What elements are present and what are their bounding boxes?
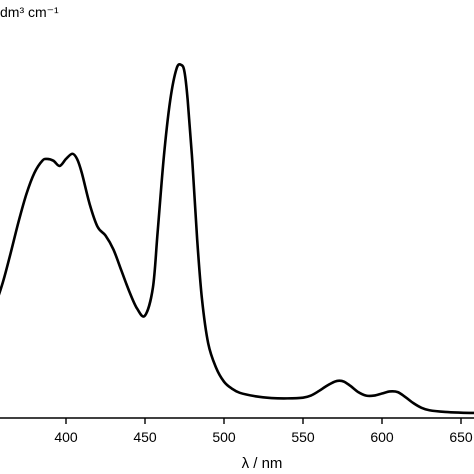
x-tick-label: 550: [291, 429, 315, 445]
x-tick-label: 650: [449, 429, 473, 445]
x-tick-label: 450: [133, 429, 157, 445]
series-layer: [0, 63, 474, 415]
x-tick-label: 400: [54, 429, 78, 445]
x-axis-title: λ / nm: [242, 455, 283, 472]
x-tick-label: 600: [370, 429, 394, 445]
x-ticks: 400 450 500 550 600 650: [54, 418, 473, 445]
spectrum-line: [0, 63, 474, 415]
x-tick-label: 500: [212, 429, 236, 445]
x-axis-label: λ / nm: [242, 455, 283, 472]
y-axis-unit-label: dm³ cm⁻¹: [0, 4, 59, 20]
